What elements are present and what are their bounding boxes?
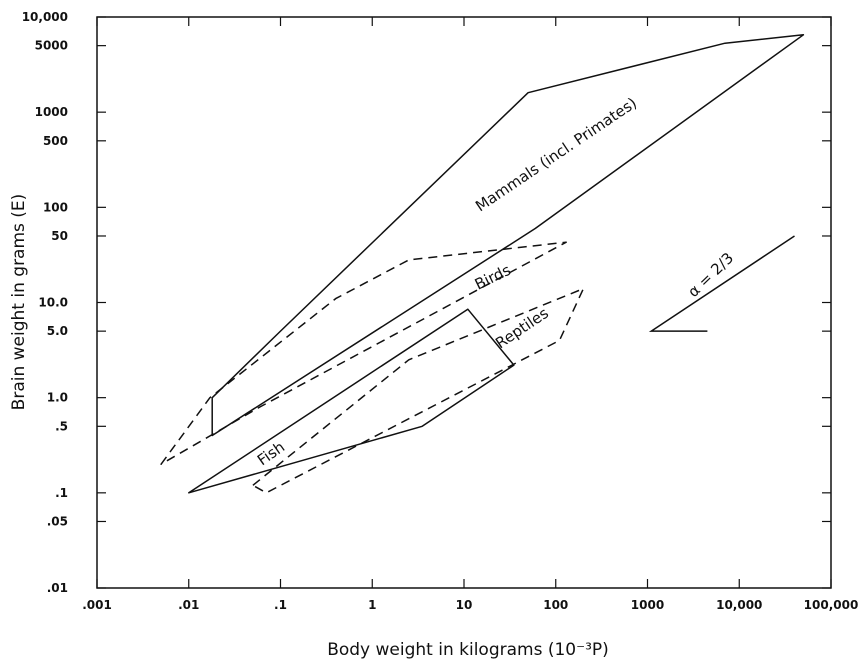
axis-ticks: .001 .01 .1 1 10 100 1000 10,000 100,000 10,000 50… <box>22 10 859 612</box>
y-tick-label: 100 <box>43 200 68 214</box>
y-tick-label: .5 <box>55 419 68 433</box>
region-birds <box>160 241 567 465</box>
y-tick-label: 10.0 <box>38 296 68 310</box>
y-axis-label: Brain weight in grams (E) <box>9 194 29 411</box>
label-alpha-slope: α = 2/3 <box>684 249 737 301</box>
data-regions <box>160 34 805 494</box>
y-tick-label: 5000 <box>35 39 68 53</box>
y-tick-label: .1 <box>55 486 68 500</box>
y-tick-label: 1.0 <box>47 391 68 405</box>
x-tick-label: 100,000 <box>804 598 859 612</box>
y-tick-label: 500 <box>43 134 68 148</box>
y-tick-label: .01 <box>47 581 68 595</box>
label-reptiles: Reptiles <box>492 304 552 352</box>
x-tick-label: 1000 <box>631 598 664 612</box>
x-axis-label: Body weight in kilograms (10⁻³P) <box>327 640 609 660</box>
plot-frame <box>96 16 832 589</box>
region-mammals <box>211 34 805 437</box>
region-reptiles <box>252 287 585 494</box>
y-tick-label: .05 <box>47 514 68 528</box>
x-tick-label: 100 <box>543 598 568 612</box>
slope-reference-line <box>648 235 795 332</box>
plot-border <box>96 16 832 589</box>
x-tick-label: 1 <box>368 598 376 612</box>
x-tick-label: .001 <box>82 598 112 612</box>
data-labels: Mammals (incl. Primates)BirdsFishReptile… <box>254 94 737 469</box>
x-tick-label: .1 <box>274 598 287 612</box>
region-fish <box>188 308 515 494</box>
x-tick-label: .01 <box>178 598 199 612</box>
label-mammals: Mammals (incl. Primates) <box>472 94 640 215</box>
x-tick-label: 10 <box>456 598 473 612</box>
x-tick-label: 10,000 <box>716 598 762 612</box>
y-tick-label: 5.0 <box>47 324 68 338</box>
y-tick-label: 10,000 <box>22 10 68 24</box>
label-fish: Fish <box>254 438 288 469</box>
y-tick-label: 1000 <box>35 105 68 119</box>
y-tick-label: 50 <box>51 229 68 243</box>
